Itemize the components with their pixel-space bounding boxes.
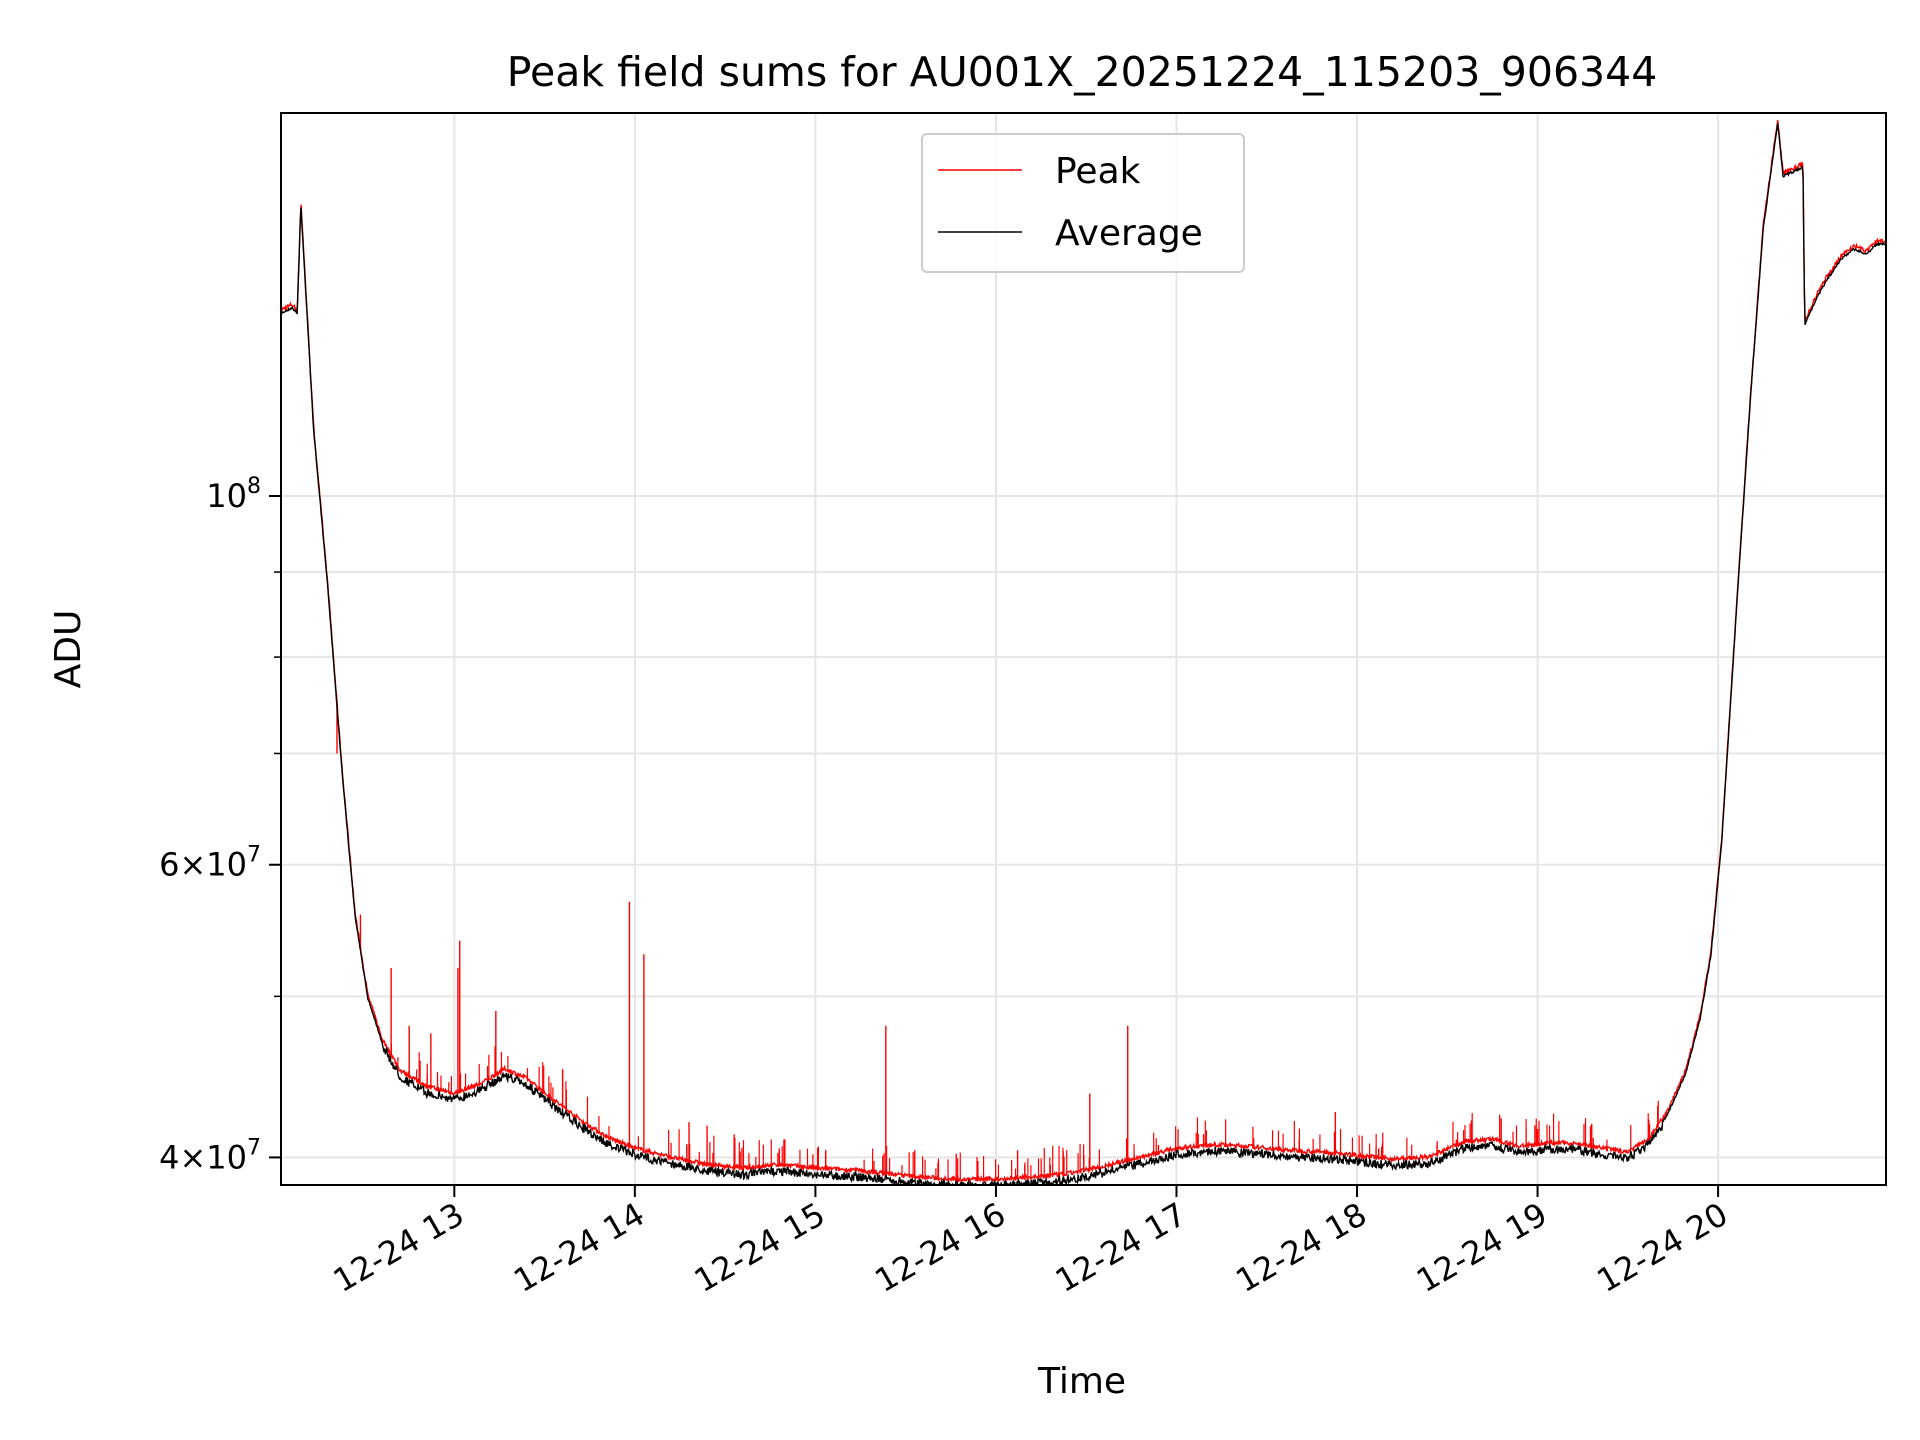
average-line xyxy=(281,123,1886,1185)
y-tick-label: 6×107 xyxy=(159,843,261,884)
legend-average-label: Average xyxy=(1055,213,1203,254)
y-tick-label: 4×107 xyxy=(159,1135,261,1176)
y-axis-label: ADU xyxy=(48,610,89,689)
chart-title: Peak field sums for AU001X_20251224_1152… xyxy=(507,48,1658,96)
legend: Peak Average xyxy=(921,133,1245,273)
average-series xyxy=(281,123,1886,1185)
legend-peak-label: Peak xyxy=(1055,151,1141,192)
legend-box xyxy=(921,133,1245,273)
peak-series xyxy=(281,120,1886,1184)
y-axis: 4×107 6×107 108 xyxy=(159,474,281,1176)
plot-frame xyxy=(280,112,1887,1186)
x-axis-label: Time xyxy=(1037,1361,1126,1402)
y-tick-label: 108 xyxy=(206,474,261,515)
grid xyxy=(281,113,1886,1185)
